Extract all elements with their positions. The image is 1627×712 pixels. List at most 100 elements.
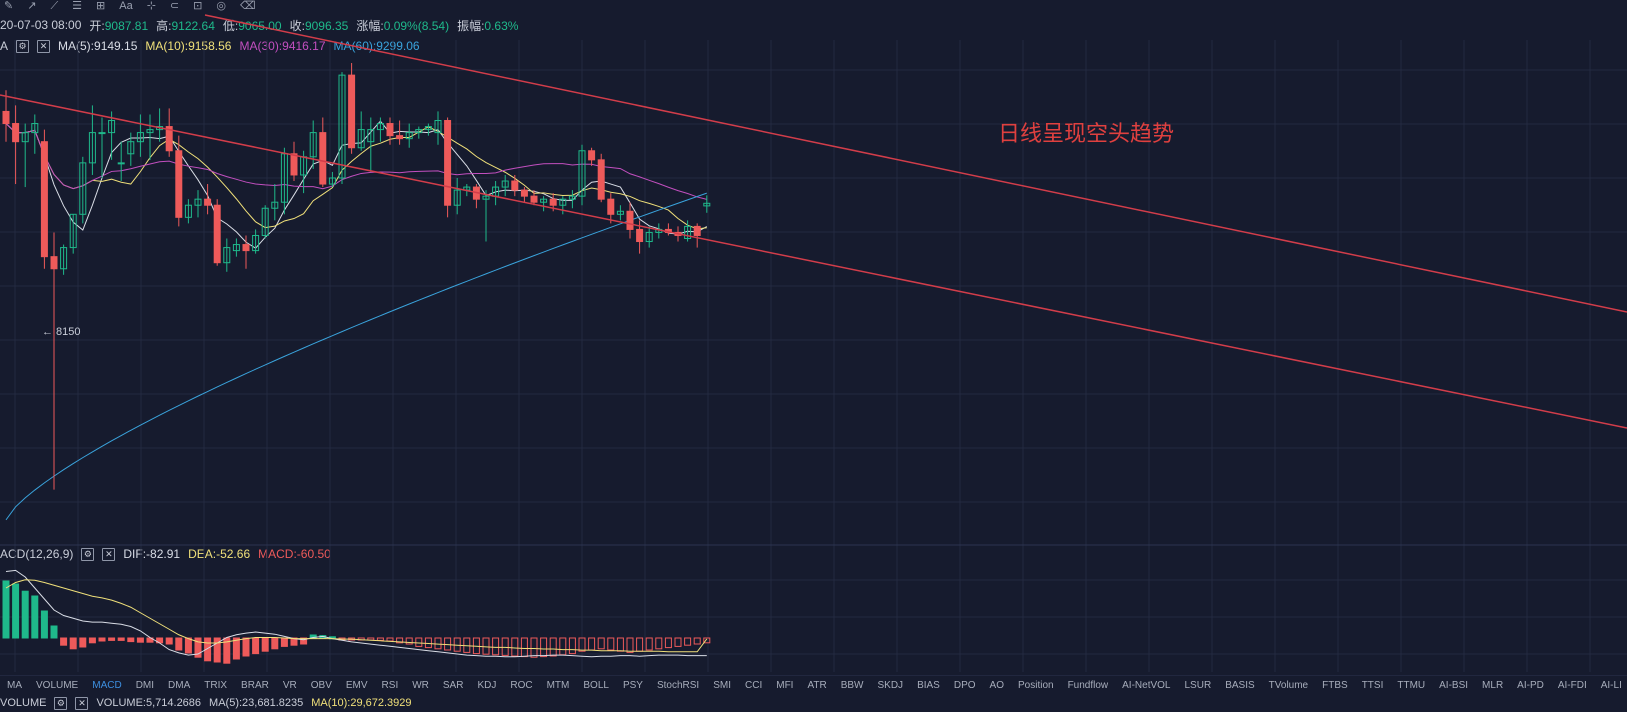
bar-date: 20-07-03 08:00 [0, 18, 82, 32]
macd-bar [300, 637, 308, 645]
ohlc-info: 20-07-03 08:00 开:9087.81 高:9122.64 低:906… [0, 16, 1000, 34]
indicator-tab-position[interactable]: Position [1017, 679, 1054, 691]
candle-body [127, 141, 135, 155]
candle-body [530, 195, 538, 203]
candle-body [405, 132, 413, 140]
macd-bar [2, 580, 10, 639]
macd-legend: ACD(12,26,9) ⚙ ✕ DIF:-82.91 DEA:-52.66 M… [0, 545, 331, 563]
macd-bar [645, 637, 653, 651]
indicator-tab-ttmu[interactable]: TTMU [1397, 679, 1426, 691]
ma60-line [5, 192, 707, 521]
indicator-tab-wr[interactable]: WR [412, 679, 429, 691]
candle-body [88, 132, 96, 164]
macd-bar [79, 637, 87, 648]
candle-body [568, 195, 576, 200]
indicator-tab-ttsi[interactable]: TTSI [1361, 679, 1384, 691]
candle-body [98, 132, 106, 135]
indicator-tab-dma[interactable]: DMA [168, 679, 191, 691]
indicator-tab-dpo[interactable]: DPO [953, 679, 976, 691]
trendline-lower [0, 94, 1627, 429]
volume-ma5: MA(5):23,681.8235 [209, 697, 304, 709]
macd-bar [12, 583, 20, 639]
indicator-tab-dmi[interactable]: DMI [135, 679, 155, 691]
shape-icon[interactable]: ⊞ [96, 0, 106, 12]
volume-settings-icon[interactable]: ⚙ [54, 696, 68, 710]
macd-bar [232, 637, 240, 660]
indicator-tab-bbw[interactable]: BBW [840, 679, 864, 691]
macd-bar [703, 637, 711, 644]
indicator-tab-brar[interactable]: BRAR [241, 679, 269, 691]
trash-icon[interactable]: ⌫ [239, 0, 256, 12]
indicator-tab-stochrsi[interactable]: StochRSI [656, 679, 700, 691]
candle-body [348, 74, 356, 149]
indicator-tab-ai-bsi[interactable]: AI-BSI [1439, 679, 1469, 691]
macd-settings-icon[interactable]: ⚙ [81, 547, 95, 561]
fib-icon[interactable]: ☰ [72, 0, 83, 12]
indicator-tab-lsur[interactable]: LSUR [1184, 679, 1212, 691]
indicator-tab-trix[interactable]: TRIX [204, 679, 228, 691]
indicator-tab-ai-li[interactable]: AI-LI [1600, 679, 1622, 691]
macd-bar [184, 637, 192, 654]
candle-body [396, 135, 404, 140]
indicator-tab-psy[interactable]: PSY [622, 679, 643, 691]
candle-body [434, 120, 442, 134]
text-tool[interactable]: Aa [119, 0, 133, 12]
indicator-tab-boll[interactable]: BOLL [583, 679, 609, 691]
close-icon[interactable]: ✕ [37, 39, 51, 53]
pointer-icon[interactable]: ↗ [27, 0, 37, 12]
indicator-tab-fundflow[interactable]: Fundflow [1067, 679, 1109, 691]
candle-body [703, 202, 711, 207]
settings-icon[interactable]: ⚙ [16, 39, 30, 53]
eye-icon[interactable]: ◎ [216, 0, 226, 12]
macd-legend-prefix: ACD(12,26,9) [0, 547, 74, 561]
indicator-tab-ai-fdi[interactable]: AI-FDI [1557, 679, 1587, 691]
indicator-tab-ma[interactable]: MA [7, 679, 22, 691]
indicator-tab-roc[interactable]: ROC [510, 679, 533, 691]
macd-bar [530, 637, 538, 658]
candle-body [50, 256, 58, 270]
indicator-tab-emv[interactable]: EMV [345, 679, 368, 691]
candle-body [60, 247, 68, 270]
pen-icon[interactable]: ✎ [4, 0, 14, 12]
indicator-tab-smi[interactable]: SMI [713, 679, 731, 691]
indicator-tab-tvolume[interactable]: TVolume [1268, 679, 1309, 691]
measure-icon[interactable]: ⊹ [146, 0, 156, 12]
indicator-tab-obv[interactable]: OBV [310, 679, 332, 691]
price-chart[interactable]: ← 8150 日线呈现空头趋势 [0, 0, 1627, 676]
macd-bar [280, 637, 288, 647]
indicator-tab-ao[interactable]: AO [989, 679, 1004, 691]
indicator-tab-macd[interactable]: MACD [92, 679, 122, 691]
macd-bar [492, 637, 500, 656]
indicator-tab-sar[interactable]: SAR [442, 679, 464, 691]
macd-bar [194, 637, 202, 658]
ma-legend-prefix: A [0, 39, 9, 53]
indicator-tab-cci[interactable]: CCI [745, 679, 763, 691]
indicator-tab-mtm[interactable]: MTM [546, 679, 570, 691]
indicator-tab-mfi[interactable]: MFI [776, 679, 794, 691]
indicator-tab-atr[interactable]: ATR [807, 679, 827, 691]
macd-bar [31, 595, 39, 639]
indicator-tab-mlr[interactable]: MLR [1482, 679, 1504, 691]
macd-close-icon[interactable]: ✕ [102, 547, 116, 561]
candle-body [309, 132, 317, 158]
indicator-tab-skdj[interactable]: SKDJ [877, 679, 904, 691]
indicator-tab-ai-netvol[interactable]: AI-NetVOL [1122, 679, 1171, 691]
indicator-tab-rsi[interactable]: RSI [381, 679, 399, 691]
dif-value: DIF:-82.91 [123, 547, 181, 561]
volume-close-icon[interactable]: ✕ [75, 696, 89, 710]
line-icon[interactable]: ⟋ [50, 0, 59, 12]
indicator-tab-bias[interactable]: BIAS [917, 679, 940, 691]
low-price-marker: ← 8150 [42, 326, 81, 338]
candle-body [616, 210, 624, 215]
lock-icon[interactable]: ⊡ [193, 0, 203, 12]
candle-body [684, 225, 692, 240]
macd-bar [165, 637, 173, 645]
magnet-icon[interactable]: ⊂ [169, 0, 180, 12]
indicator-tab-basis[interactable]: BASIS [1225, 679, 1255, 691]
indicator-tab-vr[interactable]: VR [282, 679, 297, 691]
amp-value: 0.63% [484, 18, 519, 33]
indicator-tab-ai-pd[interactable]: AI-PD [1517, 679, 1544, 691]
indicator-tab-ftbs[interactable]: FTBS [1322, 679, 1348, 691]
indicator-tab-volume[interactable]: VOLUME [36, 679, 79, 691]
indicator-tab-kdj[interactable]: KDJ [477, 679, 497, 691]
